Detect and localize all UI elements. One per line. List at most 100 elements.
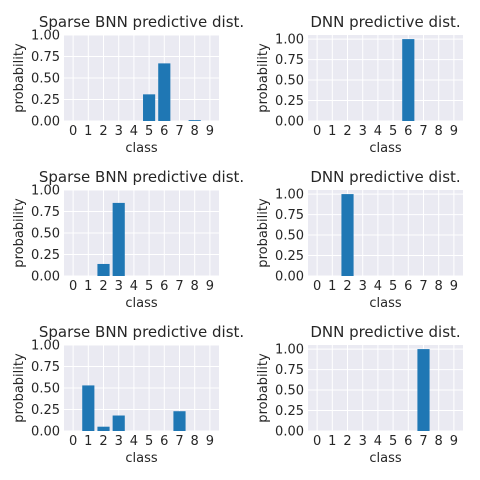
- x-tick-label: 5: [145, 279, 153, 294]
- bar: [82, 385, 95, 431]
- x-tick-label: 7: [419, 124, 427, 139]
- x-axis-label: class: [125, 296, 157, 311]
- x-tick-label: 7: [175, 124, 183, 139]
- plot-area: [308, 345, 463, 431]
- x-tick-label: 4: [130, 124, 138, 139]
- x-tick-label: 2: [343, 279, 351, 294]
- y-tick-label: 0.50: [275, 384, 304, 399]
- bar: [97, 263, 110, 276]
- y-tick-label: 0.00: [31, 270, 60, 285]
- plot-area: [308, 190, 463, 276]
- y-tick-label: 0.75: [31, 205, 60, 220]
- y-tick-label: 0.75: [275, 208, 304, 223]
- x-tick-label: 8: [435, 279, 443, 294]
- bar: [341, 194, 354, 276]
- x-tick-label: 6: [404, 434, 412, 449]
- bar: [158, 63, 171, 121]
- x-tick-label: 1: [84, 124, 92, 139]
- x-tick-label: 0: [69, 279, 77, 294]
- y-tick-label: 1.00: [31, 184, 60, 199]
- y-tick-label: 0.75: [275, 53, 304, 68]
- x-tick-label: 0: [313, 124, 321, 139]
- chart-panel-1: 0.00 0.25 0.50 0.75 1.00 0 1 2 3 4 5 6 7 8 9 Sparse BNN…: [12, 13, 244, 156]
- x-axis-label: class: [125, 141, 157, 156]
- y-tick-label: 0.00: [31, 115, 60, 130]
- chart-panel-4: 0.00 0.25 0.50 0.75 1.00 0 1 2 3 4 5 6 7 8 9 DNN predic…: [256, 168, 463, 311]
- x-tick-label: 9: [206, 124, 214, 139]
- x-tick-label: 4: [130, 434, 138, 449]
- x-tick-label: 9: [450, 434, 458, 449]
- x-tick-label: 4: [374, 124, 382, 139]
- bar: [188, 120, 201, 121]
- x-tick-label: 2: [99, 434, 107, 449]
- x-tick-label: 6: [160, 124, 168, 139]
- y-tick-label: 0.75: [275, 363, 304, 378]
- x-tick-label: 2: [343, 434, 351, 449]
- x-tick-label: 6: [160, 434, 168, 449]
- y-axis-label: probability: [256, 43, 271, 113]
- y-tick-label: 0.00: [31, 425, 60, 440]
- chart-title: Sparse BNN predictive dist.: [39, 323, 244, 341]
- x-tick-label: 0: [69, 124, 77, 139]
- y-tick-label: 0.50: [275, 74, 304, 89]
- bar: [143, 94, 156, 121]
- y-tick-label: 0.25: [31, 248, 60, 263]
- x-tick-label: 9: [206, 279, 214, 294]
- y-tick-label: 0.00: [275, 425, 304, 440]
- x-tick-label: 8: [191, 124, 199, 139]
- y-axis-label: probability: [12, 198, 27, 268]
- x-tick-label: 4: [374, 434, 382, 449]
- x-tick-label: 5: [389, 124, 397, 139]
- y-tick-label: 0.50: [31, 72, 60, 87]
- bar: [112, 415, 125, 431]
- x-tick-label: 4: [374, 279, 382, 294]
- plot-area: [308, 35, 463, 121]
- x-tick-label: 5: [389, 279, 397, 294]
- x-tick-label: 6: [404, 124, 412, 139]
- x-tick-label: 1: [84, 434, 92, 449]
- x-tick-label: 4: [130, 279, 138, 294]
- chart-panel-5: 0.00 0.25 0.50 0.75 1.00 0 1 2 3 4 5 6 7 8 9 Sparse BNN…: [12, 323, 244, 466]
- y-tick-label: 1.00: [31, 339, 60, 354]
- x-tick-label: 5: [145, 124, 153, 139]
- x-tick-label: 6: [160, 279, 168, 294]
- x-tick-label: 7: [419, 279, 427, 294]
- x-tick-label: 2: [343, 124, 351, 139]
- y-axis-label: probability: [12, 353, 27, 423]
- y-tick-label: 0.25: [31, 93, 60, 108]
- x-tick-label: 5: [389, 434, 397, 449]
- x-tick-label: 7: [175, 434, 183, 449]
- x-axis-label: class: [369, 296, 401, 311]
- x-axis-label: class: [369, 451, 401, 466]
- x-tick-label: 3: [359, 124, 367, 139]
- chart-panel-2: 0.00 0.25 0.50 0.75 1.00 0 1 2 3 4 5 6 7 8 9 DNN predic…: [256, 13, 463, 156]
- y-tick-label: 1.00: [275, 343, 304, 358]
- bar: [97, 426, 110, 431]
- y-tick-label: 0.75: [31, 50, 60, 65]
- y-tick-label: 0.25: [275, 249, 304, 264]
- y-axis-label: probability: [256, 353, 271, 423]
- x-tick-label: 7: [419, 434, 427, 449]
- x-tick-label: 1: [328, 124, 336, 139]
- chart-panel-3: 0.00 0.25 0.50 0.75 1.00 0 1 2 3 4 5 6 7 8 9 Sparse BNN…: [12, 168, 244, 311]
- x-tick-label: 1: [328, 434, 336, 449]
- x-tick-label: 3: [115, 124, 123, 139]
- bar: [112, 202, 125, 276]
- x-tick-label: 3: [359, 279, 367, 294]
- x-tick-label: 3: [115, 434, 123, 449]
- bar: [173, 411, 186, 431]
- x-tick-label: 3: [359, 434, 367, 449]
- x-axis-label: class: [369, 141, 401, 156]
- x-tick-label: 1: [328, 279, 336, 294]
- y-tick-label: 0.75: [31, 360, 60, 375]
- x-tick-label: 7: [175, 279, 183, 294]
- chart-title: Sparse BNN predictive dist.: [39, 168, 244, 186]
- x-tick-label: 8: [435, 124, 443, 139]
- x-tick-label: 6: [404, 279, 412, 294]
- chart-panel-6: 0.00 0.25 0.50 0.75 1.00 0 1 2 3 4 5 6 7 8 9 DNN predic…: [256, 323, 463, 466]
- x-tick-label: 2: [99, 124, 107, 139]
- chart-title: DNN predictive dist.: [310, 13, 460, 31]
- x-tick-label: 5: [145, 434, 153, 449]
- chart-title: DNN predictive dist.: [310, 168, 460, 186]
